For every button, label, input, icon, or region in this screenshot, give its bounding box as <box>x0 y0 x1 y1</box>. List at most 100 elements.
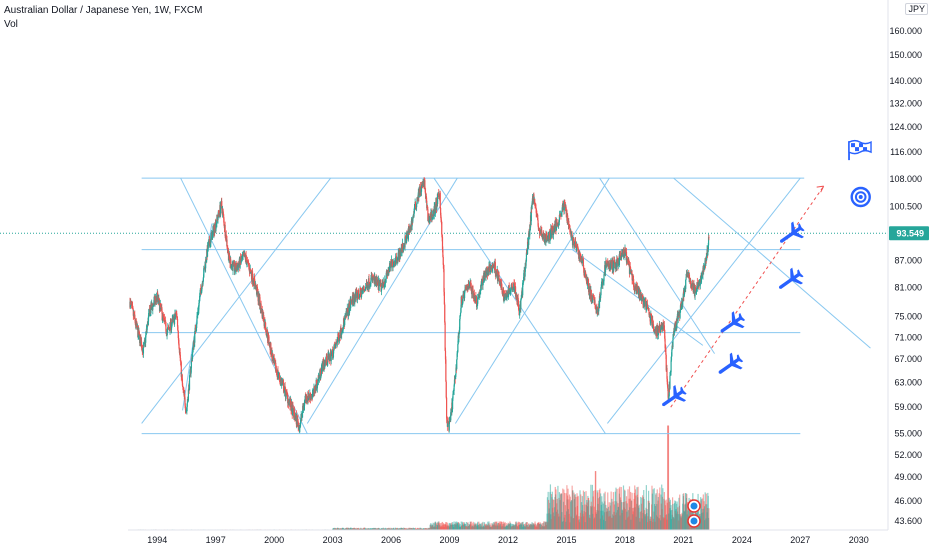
candle-body <box>395 256 397 265</box>
candle-body <box>561 210 563 213</box>
candle-body <box>223 214 225 219</box>
candle-body <box>138 331 140 335</box>
candle-body <box>293 409 296 416</box>
volume-bar <box>441 521 444 530</box>
candle-body <box>284 387 287 397</box>
candle-body <box>439 192 441 208</box>
time-axis[interactable]: 1994 1997 2000 2003 2006 2009 2012 2015 2018 2021… <box>128 529 888 545</box>
candle-body <box>272 359 275 363</box>
candle-body <box>143 342 145 347</box>
candle-body <box>139 336 141 344</box>
candle-body <box>537 220 539 226</box>
target-ring-outer <box>850 186 871 208</box>
candle-body <box>130 301 132 303</box>
candle-body <box>415 205 417 208</box>
volume-bar <box>604 491 606 530</box>
candle-body <box>604 262 607 272</box>
time-tick-label: 2012 <box>498 535 518 545</box>
candle-body <box>434 204 436 214</box>
candle-body <box>342 327 344 331</box>
volume-bar <box>540 523 542 530</box>
volume-bar <box>572 490 574 530</box>
candle-body <box>482 277 484 284</box>
candle-body <box>477 297 479 304</box>
currency-unit-label[interactable]: JPY <box>905 3 928 15</box>
candle-body <box>666 367 668 379</box>
candle-body <box>250 268 252 272</box>
candle-body <box>222 211 224 215</box>
current-price-value: 93.549 <box>896 228 924 238</box>
volume-bar <box>612 492 614 530</box>
volume-bar <box>568 494 571 530</box>
candle-body <box>347 306 350 317</box>
candle-body <box>707 251 709 256</box>
candle-body <box>516 295 518 305</box>
airplane-icon <box>778 267 804 289</box>
candle-body <box>605 260 607 266</box>
candle-body <box>179 358 182 362</box>
volume-bar <box>543 521 545 530</box>
candle-body <box>538 230 541 235</box>
volume-bar <box>645 485 647 530</box>
volume-bar <box>661 484 663 530</box>
candle-body <box>670 356 673 361</box>
volume-bar <box>703 506 706 530</box>
candle-body <box>551 233 553 238</box>
volume-bar <box>663 492 665 530</box>
chart-legend: Australian Dollar / Japanese Yen, 1W, FX… <box>4 4 202 32</box>
projection-arrow[interactable] <box>670 185 825 408</box>
candle-body <box>374 277 377 283</box>
candle-body <box>569 225 571 233</box>
time-tick-label: 2009 <box>440 535 460 545</box>
price-tick-label: 43.600 <box>894 516 922 526</box>
channel-drawings[interactable] <box>141 177 871 435</box>
volume-bar <box>557 485 559 530</box>
candle-body <box>198 301 200 303</box>
volume-bar <box>561 493 563 530</box>
candle-body <box>671 349 673 357</box>
candle-body <box>529 224 531 236</box>
candle-body <box>170 326 173 330</box>
candle-body <box>187 399 189 403</box>
candle-body <box>661 323 663 330</box>
price-axis[interactable]: 43.600 46.000 49.000 52.000 55.000 59.000 63.0… <box>887 0 929 530</box>
candle-body <box>667 384 669 389</box>
candle-body <box>459 316 461 320</box>
candle-body <box>558 214 561 222</box>
volume-bar <box>656 489 658 530</box>
candle-body <box>541 230 543 234</box>
volume-bar <box>549 484 552 530</box>
candle-body <box>444 350 447 360</box>
candle-body <box>227 250 230 261</box>
candle-body <box>214 225 216 233</box>
drawing-icons[interactable] <box>657 139 872 528</box>
volume-bar <box>592 490 595 530</box>
candle-body <box>517 303 520 310</box>
candle-body <box>368 278 370 288</box>
volume-histogram <box>129 425 710 530</box>
volume-indicator-label[interactable]: Vol <box>4 19 18 30</box>
candle-body <box>402 242 404 249</box>
target-icon <box>850 186 871 208</box>
target-ring-inner <box>854 191 867 203</box>
candle-body <box>186 402 188 407</box>
candle-body <box>190 360 193 369</box>
candle-body <box>263 315 265 322</box>
candle-body <box>494 262 496 274</box>
airplane-icon <box>718 352 744 374</box>
candle-body <box>676 317 678 325</box>
candle-body <box>546 235 548 242</box>
candle-body <box>680 301 683 309</box>
candle-body <box>184 405 187 410</box>
candle-body <box>236 266 238 271</box>
candle-body <box>326 355 328 365</box>
candle-body <box>257 292 259 302</box>
volume-bar <box>346 527 348 530</box>
volume-bar <box>646 509 648 530</box>
volume-bar <box>561 512 563 530</box>
candle-body <box>314 387 316 393</box>
candle-body <box>194 331 196 343</box>
candle-body <box>196 323 198 328</box>
symbol-title[interactable]: Australian Dollar / Japanese Yen, 1W, FX… <box>4 5 203 16</box>
